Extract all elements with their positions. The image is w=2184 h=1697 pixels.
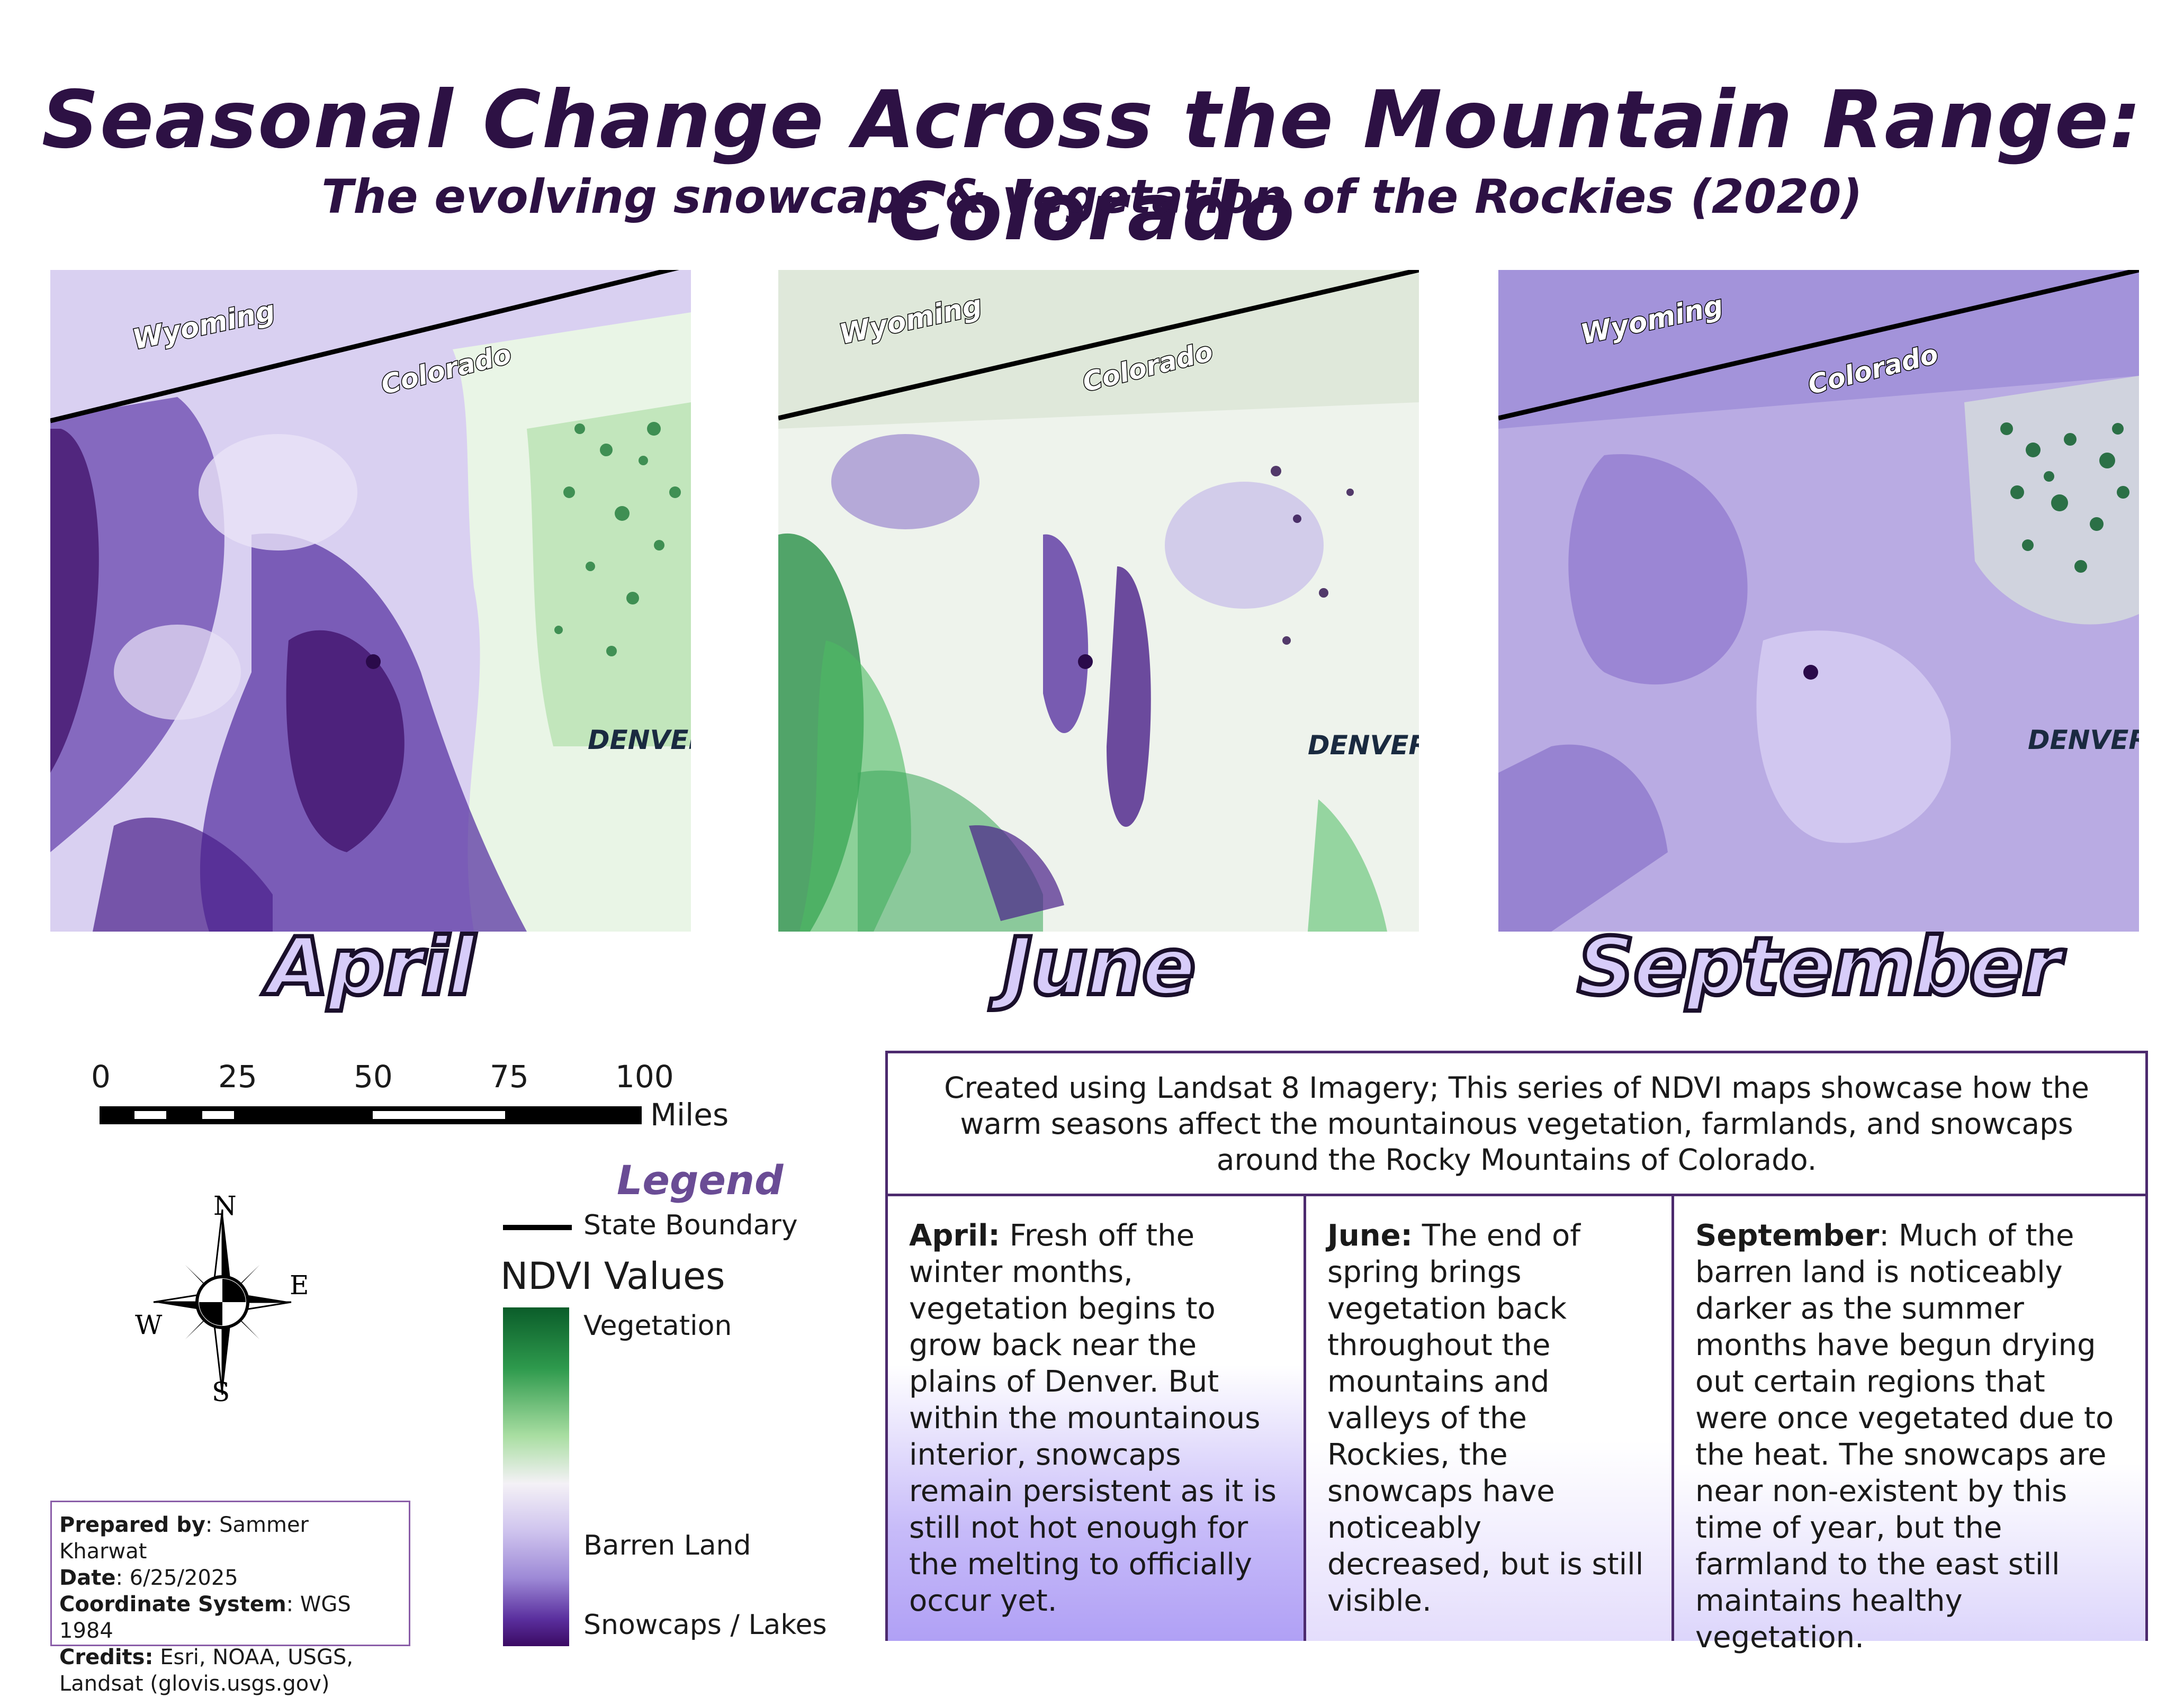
september-desc-label: September (1695, 1218, 1880, 1253)
scale-bar: 0 25 50 75 100 Miles (85, 1059, 729, 1143)
month-label-april: April (265, 919, 477, 1015)
month-label-june: June (1000, 919, 1198, 1015)
june-description: June: The end of spring brings vegetatio… (1306, 1196, 1674, 1641)
credits-label: Credits: (59, 1645, 154, 1669)
credits-box: Prepared by: Sammer Kharwat Date: 6/25/2… (50, 1501, 410, 1696)
label-denver: DENVER (1308, 730, 1419, 761)
scale-tick-100: 100 (615, 1059, 674, 1095)
compass-s: S (212, 1377, 230, 1405)
description-box: Created using Landsat 8 Imagery; This se… (885, 1051, 2148, 1655)
compass-w: W (135, 1310, 163, 1340)
june-ndvi-image: Wyoming Colorado DENVER (778, 270, 1419, 932)
june-desc-text: The end of spring brings vegetation back… (1327, 1218, 1644, 1618)
september-desc-text: : Much of the barren land is noticeably … (1695, 1218, 2114, 1655)
month-label-september: September (1575, 919, 2063, 1015)
september-ndvi-image: Wyoming Colorado DENVER (1498, 270, 2139, 932)
prepared-value: : Sammer Kharwat (59, 1513, 309, 1564)
prepared-label: Prepared by (59, 1513, 205, 1537)
legend-vegetation: Vegetation (583, 1310, 732, 1342)
compass-e: E (290, 1270, 309, 1301)
legend-snow: Snowcaps / Lakes (583, 1609, 827, 1641)
april-desc-label: April: (909, 1218, 1000, 1253)
map-title: Seasonal Change Across the Mountain Rang… (41, 74, 2143, 258)
map-panel-june: Wyoming Colorado DENVER (778, 270, 1419, 932)
ndvi-title: NDVI Values (500, 1254, 725, 1298)
ndvi-color-ramp (503, 1307, 569, 1646)
compass-n: N (213, 1194, 237, 1221)
scale-tick-25: 25 (218, 1059, 257, 1095)
state-boundary-swatch (503, 1225, 572, 1230)
map-panel-september: Wyoming Colorado DENVER (1498, 270, 2139, 932)
legend-barren: Barren Land (583, 1530, 751, 1561)
label-denver: DENVER (2028, 725, 2139, 755)
september-description: September: Much of the barren land is no… (1674, 1196, 2145, 1655)
scale-tick-50: 50 (354, 1059, 393, 1095)
legend-title: Legend (617, 1157, 784, 1204)
scale-bar-graphic (100, 1106, 642, 1124)
coord-value: : WGS 1984 (59, 1592, 351, 1643)
legend-state-boundary: State Boundary (583, 1209, 798, 1241)
scale-unit: Miles (650, 1097, 729, 1133)
description-intro: Created using Landsat 8 Imagery; This se… (888, 1053, 2145, 1196)
date-label: Date (59, 1566, 116, 1590)
coord-label: Coordinate System (59, 1592, 286, 1617)
june-desc-label: June: (1327, 1218, 1413, 1253)
north-arrow: N S E W (135, 1190, 310, 1407)
april-desc-text: Fresh off the winter months, vegetation … (909, 1218, 1277, 1618)
scale-tick-0: 0 (91, 1059, 111, 1095)
april-description: April: Fresh off the winter months, vege… (888, 1196, 1306, 1641)
map-panel-april: Wyoming Colorado DENVER (50, 270, 691, 932)
april-ndvi-image: Wyoming Colorado DENVER (50, 270, 691, 932)
scale-tick-75: 75 (490, 1059, 529, 1095)
compass-rose-icon: N S E W (135, 1190, 309, 1407)
label-denver: DENVER (588, 725, 691, 755)
map-subtitle: The evolving snowcaps & vegetation of th… (321, 169, 1863, 224)
date-value: : 6/25/2025 (115, 1566, 238, 1590)
